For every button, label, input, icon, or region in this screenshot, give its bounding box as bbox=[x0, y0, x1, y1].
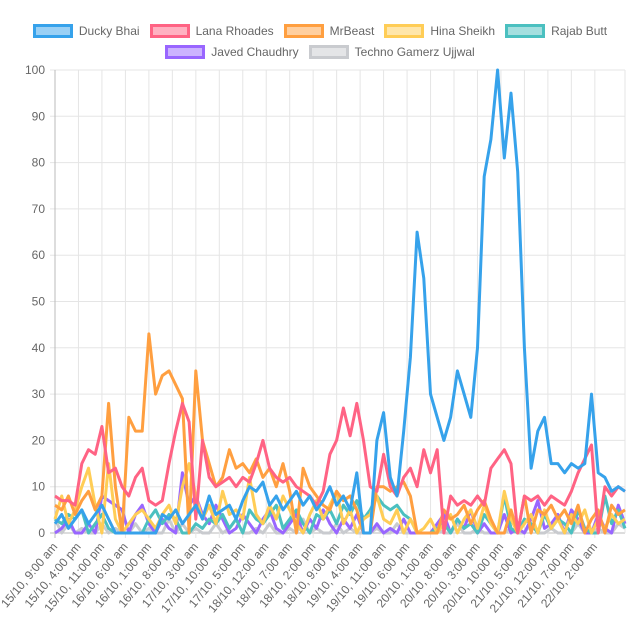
legend-swatch bbox=[308, 45, 349, 59]
legend-swatch bbox=[149, 24, 190, 38]
y-tick-label: 90 bbox=[32, 109, 46, 123]
y-tick-label: 0 bbox=[38, 526, 45, 540]
legend-item[interactable]: Javed Chaudhry bbox=[165, 45, 299, 59]
legend-label: Ducky Bhai bbox=[78, 24, 140, 38]
legend-swatch bbox=[165, 45, 206, 59]
series-line-ducky-bhai bbox=[53, 68, 626, 535]
legend-item[interactable]: Hina Sheikh bbox=[384, 24, 495, 38]
legend-label: Lana Rhoades bbox=[195, 24, 274, 38]
series-line-lana-rhoades bbox=[54, 401, 626, 535]
y-tick-label: 50 bbox=[32, 295, 46, 309]
y-tick-label: 20 bbox=[32, 433, 46, 447]
legend-item[interactable]: Ducky Bhai bbox=[32, 24, 140, 38]
y-tick-label: 30 bbox=[32, 387, 46, 401]
legend-item[interactable]: Rajab Butt bbox=[505, 24, 607, 38]
y-tick-label: 40 bbox=[32, 341, 46, 355]
y-tick-label: 10 bbox=[32, 480, 46, 494]
legend-item[interactable]: MrBeast bbox=[283, 24, 375, 38]
legend-swatch bbox=[32, 24, 73, 38]
legend-swatch bbox=[283, 24, 324, 38]
legend-row-1: Ducky Bhai Lana Rhoades MrBeast Hina Sheikh… bbox=[0, 24, 640, 38]
legend-label: Javed Chaudhry bbox=[211, 45, 299, 59]
legend-item[interactable]: Techno Gamerz Ujjwal bbox=[308, 45, 475, 59]
legend-label: Techno Gamerz Ujjwal bbox=[354, 45, 475, 59]
legend-swatch bbox=[384, 24, 425, 38]
y-tick-label: 60 bbox=[32, 248, 46, 262]
legend-label: Hina Sheikh bbox=[430, 24, 496, 38]
series-line-mrbeast bbox=[54, 332, 626, 535]
legend-swatch bbox=[505, 24, 546, 38]
y-tick-label: 100 bbox=[25, 63, 45, 77]
legend-label: Rajab Butt bbox=[551, 24, 608, 38]
legend-row-2: Javed Chaudhry Techno Gamerz Ujjwal bbox=[0, 45, 640, 59]
series-line-hina-sheikh bbox=[53, 462, 626, 535]
y-tick-label: 70 bbox=[32, 202, 46, 216]
y-tick-label: 80 bbox=[32, 156, 46, 170]
legend-item[interactable]: Lana Rhoades bbox=[149, 24, 274, 38]
legend-label: MrBeast bbox=[329, 24, 375, 38]
